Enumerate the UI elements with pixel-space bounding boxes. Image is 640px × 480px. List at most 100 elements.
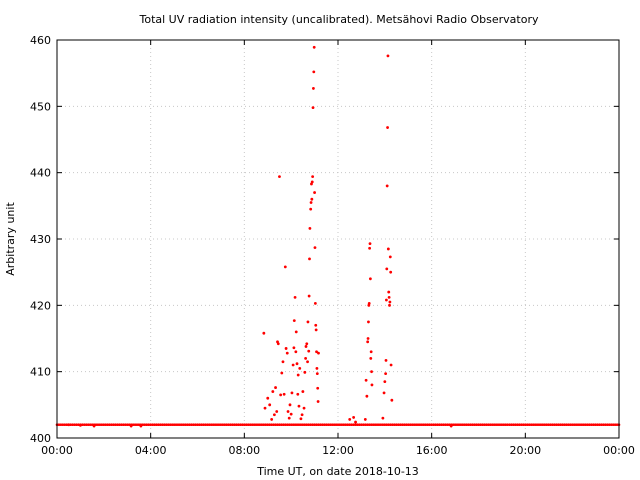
baseline-point [555, 423, 558, 427]
baseline-point [297, 423, 301, 427]
baseline-point [166, 423, 170, 427]
baseline-point [428, 423, 432, 427]
baseline-point [211, 423, 215, 427]
baseline-point [399, 423, 402, 427]
baseline-point [451, 423, 455, 427]
baseline-point [401, 423, 404, 427]
baseline-point [143, 423, 147, 427]
baseline-point [559, 423, 562, 427]
data-point [275, 410, 279, 413]
baseline-point [385, 423, 389, 427]
baseline-point [313, 423, 316, 427]
baseline-point [301, 423, 305, 427]
baseline-point [289, 423, 293, 427]
data-point [310, 197, 314, 201]
baseline-point [445, 423, 449, 427]
baseline-point [527, 423, 531, 427]
baseline-point [321, 423, 324, 427]
data-point [366, 337, 370, 340]
baseline-point [190, 423, 193, 427]
y-tick-label: 440 [30, 167, 51, 180]
baseline-point [455, 423, 459, 427]
data-point [290, 391, 294, 395]
data-point [368, 242, 372, 246]
data-point [296, 392, 300, 396]
baseline-point [73, 423, 76, 427]
data-point [314, 323, 318, 327]
data-point [293, 295, 297, 299]
baseline-point [116, 423, 119, 427]
baseline-point [483, 423, 486, 427]
data-point [299, 417, 303, 421]
baseline-point [387, 423, 391, 427]
baseline-point [268, 423, 272, 427]
data-point [363, 418, 367, 421]
data-points [55, 45, 621, 428]
baseline-point [155, 423, 158, 427]
baseline-point [309, 423, 312, 427]
baseline-point [510, 423, 513, 427]
baseline-point [553, 423, 556, 427]
baseline-point [416, 423, 420, 427]
baseline-point [605, 423, 609, 427]
baseline-point [514, 423, 517, 427]
baseline-point [75, 423, 78, 427]
data-point [306, 320, 310, 324]
baseline-point [209, 423, 213, 427]
data-point [386, 126, 389, 129]
baseline-point [120, 423, 123, 427]
baseline-point [563, 423, 566, 427]
baseline-point [404, 423, 408, 427]
baseline-point [447, 423, 451, 427]
baseline-point [391, 423, 394, 427]
baseline-point [615, 423, 619, 427]
data-point [386, 54, 390, 58]
baseline-point [502, 423, 506, 427]
baseline-point [582, 423, 586, 427]
baseline-point [365, 423, 369, 427]
baseline-point [535, 423, 539, 427]
baseline-point [565, 423, 568, 427]
baseline-point [254, 423, 258, 427]
baseline-point [102, 423, 106, 427]
data-point [302, 406, 306, 410]
data-point [295, 362, 299, 366]
y-axis-label: Arbitrary unit [4, 202, 17, 276]
baseline-point [504, 423, 508, 427]
baseline-point [529, 423, 533, 427]
baseline-point [323, 423, 326, 427]
data-point [307, 349, 311, 353]
baseline-point [315, 423, 318, 427]
baseline-point [574, 423, 578, 427]
baseline-point [377, 423, 381, 427]
baseline-point [69, 423, 72, 427]
baseline-point [570, 423, 574, 427]
baseline-point [112, 423, 115, 427]
baseline-point [541, 423, 545, 427]
baseline-point [539, 423, 543, 427]
x-tick-label: 20:00 [509, 444, 541, 457]
data-point [313, 301, 317, 305]
baseline-point [114, 423, 117, 427]
data-point [271, 390, 275, 393]
baseline-point [90, 423, 94, 427]
y-tick-label: 430 [30, 233, 51, 246]
baseline-point [342, 423, 346, 427]
data-point [311, 175, 315, 179]
data-point [279, 393, 283, 397]
data-point [305, 342, 309, 346]
baseline-point [334, 423, 338, 427]
baseline-point [213, 423, 217, 427]
baseline-point [547, 423, 551, 427]
baseline-point [434, 423, 437, 427]
baseline-point [159, 423, 162, 427]
data-point [364, 378, 368, 382]
data-point [317, 351, 320, 355]
data-point [369, 350, 373, 354]
baseline-point [438, 423, 441, 427]
baseline-point [512, 423, 515, 427]
baseline-point [346, 423, 350, 427]
baseline-point [266, 423, 270, 427]
baseline-point [469, 423, 472, 427]
